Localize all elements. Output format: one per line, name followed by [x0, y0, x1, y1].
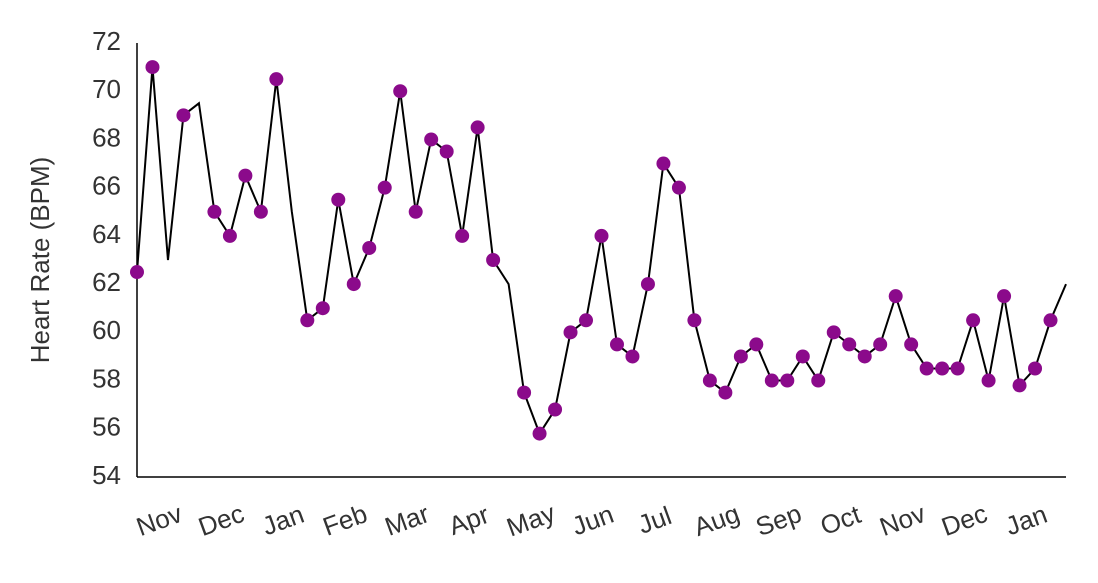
marker [331, 192, 346, 207]
marker [888, 289, 903, 304]
y-tick-label: 58 [92, 363, 121, 393]
marker [486, 253, 501, 267]
y-tick-label: 66 [92, 171, 121, 201]
marker [253, 204, 268, 219]
marker [1012, 378, 1027, 393]
marker [609, 337, 624, 352]
marker [424, 132, 439, 147]
y-tick-label: 60 [92, 315, 121, 345]
marker [1028, 361, 1043, 376]
x-tick-label: Nov [132, 498, 186, 542]
line [136, 67, 1067, 436]
marker [207, 204, 222, 219]
y-tick-label: 72 [92, 26, 121, 56]
marker [826, 325, 841, 340]
marker [532, 426, 547, 441]
marker [764, 373, 779, 388]
marker [563, 325, 578, 340]
marker [238, 168, 253, 183]
x-tick-label: Feb [319, 498, 371, 542]
marker [997, 289, 1012, 304]
y-tick-label: 56 [92, 412, 121, 442]
y-tick-label: 64 [92, 219, 121, 249]
marker [873, 337, 888, 352]
x-tick-label: May [503, 498, 559, 543]
x-tick-label: Jun [568, 499, 618, 542]
x-tick-label: Jul [634, 500, 676, 540]
x-tick-label: Aug [690, 498, 744, 542]
marker [300, 313, 315, 328]
marker [904, 337, 919, 352]
marker [811, 373, 826, 388]
marker [455, 228, 470, 243]
marker [966, 313, 981, 328]
x-tick-label: Sep [752, 498, 806, 542]
marker [315, 301, 330, 316]
marker [594, 228, 609, 243]
marker [687, 313, 702, 328]
marker [222, 228, 237, 243]
y-tick-label: 70 [92, 74, 121, 104]
x-tick-label: Dec [194, 498, 248, 542]
x-tick-label: Mar [381, 498, 434, 542]
marker [130, 265, 144, 280]
marker [362, 240, 377, 255]
marker [780, 373, 795, 388]
y-tick-label: 68 [92, 122, 121, 152]
marker [842, 337, 857, 352]
marker [625, 349, 640, 364]
marker [1043, 313, 1058, 328]
marker [795, 349, 810, 364]
y-tick-label: 62 [92, 267, 121, 297]
marker [548, 402, 563, 417]
marker [733, 349, 748, 364]
marker [718, 385, 733, 400]
marker [671, 180, 686, 195]
x-tick-label: Oct [816, 499, 865, 541]
marker [470, 120, 485, 135]
marker [346, 277, 361, 292]
marker [935, 361, 950, 376]
marker [702, 373, 717, 388]
x-tick-label: Jan [1001, 499, 1051, 542]
marker [950, 361, 965, 376]
x-tick-label: Nov [876, 498, 930, 542]
y-axis-label: Heart Rate (BPM) [25, 157, 55, 364]
marker [749, 337, 764, 352]
x-tick-label: Apr [445, 499, 494, 541]
marker [517, 385, 532, 400]
marker [981, 373, 996, 388]
marker [919, 361, 934, 376]
marker [176, 108, 191, 123]
marker [579, 313, 594, 328]
marker [640, 277, 655, 292]
marker [408, 204, 423, 219]
marker [656, 156, 671, 171]
y-tick-label: 54 [92, 460, 121, 490]
marker [145, 60, 160, 75]
marker [377, 180, 392, 195]
marker [439, 144, 454, 159]
x-tick-label: Jan [258, 499, 308, 542]
marker [393, 84, 408, 99]
marker [857, 349, 872, 364]
x-tick-label: Dec [937, 498, 991, 542]
marker [269, 72, 284, 87]
